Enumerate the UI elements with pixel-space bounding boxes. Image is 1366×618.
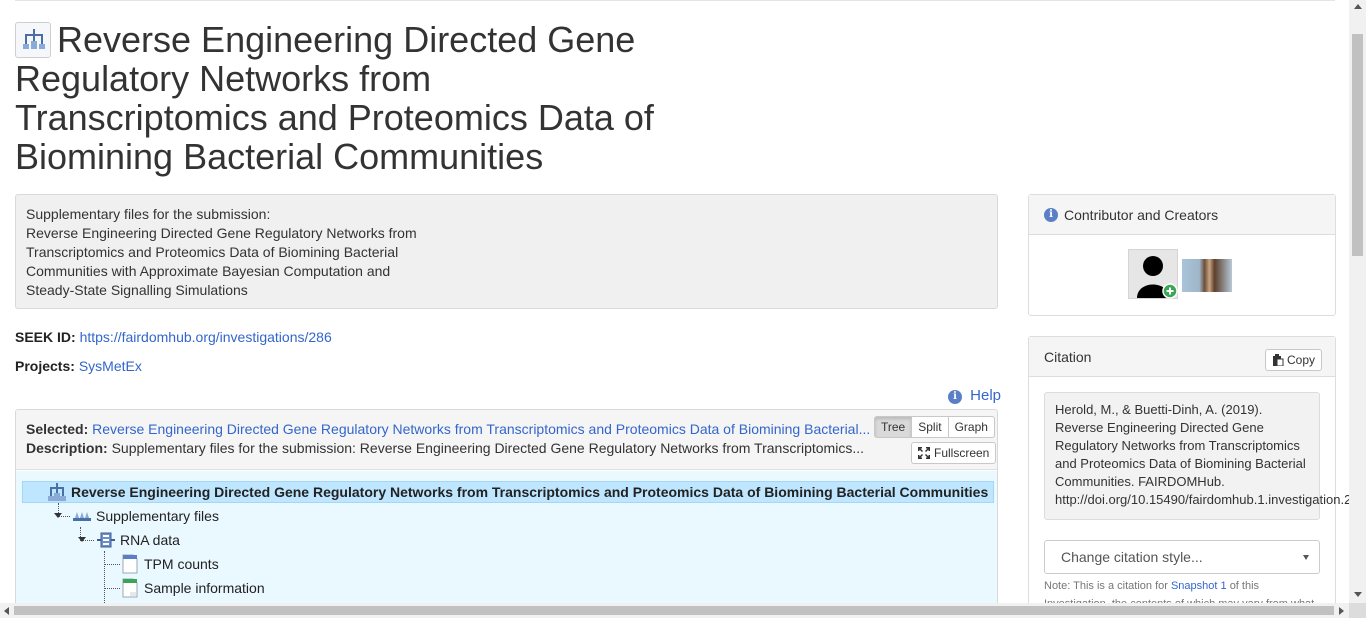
creator-avatar[interactable] bbox=[1182, 259, 1232, 292]
document-icon bbox=[120, 554, 140, 574]
help-label: Help bbox=[970, 387, 1002, 404]
projects-line: Projects: SysMetEx bbox=[15, 358, 142, 374]
tree-connector bbox=[58, 503, 59, 517]
vertical-scrollbar[interactable] bbox=[1349, 0, 1366, 603]
split-view-button[interactable]: Split bbox=[912, 416, 949, 438]
view-toggle-group: Tree Split Graph bbox=[874, 416, 995, 438]
fullscreen-button[interactable]: Fullscreen bbox=[911, 442, 997, 464]
tree-connector bbox=[104, 551, 105, 617]
expand-icon bbox=[918, 447, 930, 459]
contributors-heading-text: Contributor and Creators bbox=[1064, 206, 1219, 223]
description-label: Description: bbox=[26, 440, 108, 456]
tree-node-label: Supplementary files bbox=[96, 508, 219, 524]
assay-node-icon bbox=[96, 530, 116, 550]
tree-connector bbox=[104, 564, 120, 565]
selected-item-link[interactable]: Reverse Engineering Directed Gene Regula… bbox=[92, 421, 871, 437]
tree-node-label: TPM counts bbox=[144, 556, 219, 572]
contributors-heading: i Contributor and Creators bbox=[1029, 195, 1335, 235]
tree-connector bbox=[80, 527, 81, 541]
citation-text-box: Herold, M., & Buetti-Dinh, A. (2019). Re… bbox=[1044, 392, 1366, 520]
tree-connector bbox=[58, 516, 70, 517]
copy-label: Copy bbox=[1287, 353, 1316, 367]
citation-panel: Citation Copy Herold, M., & Buetti-Dinh,… bbox=[1028, 336, 1366, 618]
seek-id-link[interactable]: https://fairdomhub.org/investigations/28… bbox=[79, 329, 332, 345]
contributor-avatar[interactable] bbox=[1128, 249, 1178, 299]
scroll-left-icon[interactable] bbox=[4, 607, 9, 615]
citation-text: Herold, M., & Buetti-Dinh, A. (2019). Re… bbox=[1055, 402, 1366, 507]
dropdown-caret-icon bbox=[1303, 555, 1309, 560]
citation-style-select[interactable]: Change citation style... bbox=[1044, 540, 1320, 574]
tree-connector bbox=[80, 540, 94, 541]
tree-connector bbox=[104, 588, 120, 589]
selected-label: Selected: bbox=[26, 421, 89, 437]
tree-node-label: Reverse Engineering Directed Gene Regula… bbox=[71, 484, 989, 500]
tree-node-data-file[interactable]: TPM counts bbox=[120, 553, 219, 575]
help-link[interactable]: i Help bbox=[948, 387, 1001, 404]
collapse-toggle[interactable] bbox=[78, 537, 86, 542]
snapshot-link[interactable]: Snapshot 1 bbox=[1170, 580, 1227, 592]
scroll-up-icon[interactable] bbox=[1354, 4, 1362, 9]
info-icon: i bbox=[1044, 207, 1058, 222]
tree-node-assay[interactable]: RNA data bbox=[96, 529, 180, 551]
copy-citation-button[interactable]: Copy bbox=[1265, 349, 1323, 371]
vertical-scroll-thumb[interactable] bbox=[1352, 34, 1363, 256]
person-silhouette-icon bbox=[1137, 256, 1178, 299]
description-line: Description: Supplementary files for the… bbox=[26, 439, 906, 458]
note-prefix: Note: This is a citation for bbox=[1044, 580, 1168, 592]
scroll-down-icon[interactable] bbox=[1354, 592, 1362, 597]
tree-header: Selected: Reverse Engineering Directed G… bbox=[16, 410, 997, 470]
horizontal-scrollbar[interactable] bbox=[0, 603, 1349, 618]
note-suffix: of this bbox=[1229, 580, 1260, 592]
info-icon: i bbox=[948, 390, 962, 404]
seek-id-label: SEEK ID: bbox=[15, 329, 76, 345]
tree-node-label: RNA data bbox=[120, 532, 180, 548]
fullscreen-label: Fullscreen bbox=[934, 446, 990, 460]
page-title: Reverse Engineering Directed Gene Regula… bbox=[15, 19, 654, 177]
tree-node-investigation[interactable]: Reverse Engineering Directed Gene Regula… bbox=[22, 481, 994, 503]
clipboard-icon bbox=[1273, 354, 1284, 366]
scroll-right-icon[interactable] bbox=[1339, 607, 1344, 615]
projects-label: Projects: bbox=[15, 358, 75, 374]
graph-view-button[interactable]: Graph bbox=[948, 416, 995, 438]
tree-body: Reverse Engineering Directed Gene Regula… bbox=[16, 471, 997, 617]
contributors-panel: i Contributor and Creators bbox=[1028, 194, 1336, 316]
description-box: Supplementary files for the submission: … bbox=[15, 194, 998, 309]
avatar-list bbox=[1029, 235, 1335, 315]
collapse-toggle[interactable] bbox=[54, 513, 62, 518]
project-link[interactable]: SysMetEx bbox=[78, 358, 142, 374]
citation-heading: Citation Copy bbox=[1029, 337, 1335, 377]
citation-style-placeholder: Change citation style... bbox=[1061, 549, 1203, 565]
seek-id-line: SEEK ID: https://fairdomhub.org/investig… bbox=[15, 329, 332, 345]
investigation-node-icon bbox=[47, 482, 67, 502]
description-value: Supplementary files for the submission: … bbox=[111, 440, 865, 456]
tree-view-button[interactable]: Tree bbox=[874, 416, 913, 438]
selected-line: Selected: Reverse Engineering Directed G… bbox=[26, 420, 876, 439]
tree-node-study[interactable]: Supplementary files bbox=[72, 505, 219, 527]
citation-heading-text: Citation bbox=[1044, 348, 1092, 365]
horizontal-scroll-thumb[interactable] bbox=[14, 606, 1334, 615]
investigation-icon bbox=[15, 22, 51, 58]
tree-node-spreadsheet[interactable]: Sample information bbox=[120, 577, 265, 599]
page-header: Reverse Engineering Directed Gene Regula… bbox=[15, 20, 675, 176]
tree-node-label: Sample information bbox=[144, 580, 265, 596]
isa-tree-panel: Selected: Reverse Engineering Directed G… bbox=[15, 409, 998, 618]
study-node-icon bbox=[72, 506, 92, 526]
spreadsheet-icon bbox=[120, 578, 140, 598]
top-divider bbox=[15, 0, 1335, 1]
description-text: Supplementary files for the submission: … bbox=[26, 206, 417, 298]
scrollbar-corner bbox=[1349, 603, 1366, 618]
